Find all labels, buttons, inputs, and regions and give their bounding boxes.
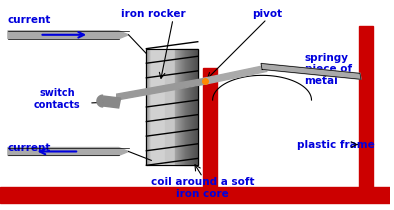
Bar bbox=[187, 49, 188, 165]
Bar bbox=[147, 49, 148, 165]
Bar bbox=[172, 49, 173, 165]
Bar bbox=[195, 49, 196, 165]
Bar bbox=[194, 49, 195, 165]
Bar bbox=[153, 49, 154, 165]
Bar bbox=[176, 49, 177, 165]
Text: coil around a soft
iron core: coil around a soft iron core bbox=[151, 177, 255, 199]
Bar bbox=[155, 49, 156, 165]
Text: current: current bbox=[8, 143, 51, 153]
Bar bbox=[179, 49, 180, 165]
Bar bbox=[178, 49, 179, 165]
Polygon shape bbox=[261, 63, 361, 79]
Bar bbox=[167, 49, 168, 165]
Bar bbox=[188, 49, 189, 165]
Text: pivot: pivot bbox=[252, 9, 282, 19]
Text: plastic frame: plastic frame bbox=[297, 140, 374, 150]
Bar bbox=[159, 49, 160, 165]
Polygon shape bbox=[204, 66, 267, 84]
Polygon shape bbox=[8, 147, 128, 155]
Bar bbox=[171, 49, 172, 165]
Bar bbox=[183, 49, 184, 165]
Bar bbox=[152, 49, 153, 165]
Text: current: current bbox=[8, 15, 51, 25]
Bar bbox=[154, 49, 155, 165]
Bar bbox=[182, 49, 183, 165]
Bar bbox=[174, 49, 175, 165]
Polygon shape bbox=[8, 31, 128, 39]
Bar bbox=[156, 49, 157, 165]
Bar bbox=[165, 49, 166, 165]
Polygon shape bbox=[117, 78, 205, 100]
Text: iron rocker: iron rocker bbox=[121, 9, 186, 19]
Bar bbox=[190, 49, 191, 165]
Bar bbox=[180, 49, 181, 165]
Bar bbox=[203, 68, 217, 187]
Bar bbox=[162, 49, 163, 165]
Bar bbox=[150, 49, 151, 165]
Bar bbox=[191, 49, 192, 165]
Bar bbox=[184, 49, 185, 165]
Bar bbox=[146, 49, 198, 165]
Bar bbox=[189, 49, 190, 165]
Bar bbox=[166, 49, 167, 165]
Bar bbox=[169, 49, 170, 165]
Bar bbox=[192, 49, 193, 165]
Text: switch
contacts: switch contacts bbox=[34, 88, 81, 110]
Bar bbox=[157, 49, 158, 165]
Bar bbox=[160, 49, 161, 165]
Bar bbox=[163, 49, 164, 165]
Bar bbox=[177, 49, 178, 165]
Bar bbox=[161, 49, 162, 165]
Bar bbox=[193, 49, 194, 165]
Bar bbox=[148, 49, 149, 165]
Bar bbox=[181, 49, 182, 165]
Bar bbox=[151, 49, 152, 165]
Text: springy
piece of
metal: springy piece of metal bbox=[305, 52, 352, 86]
Bar bbox=[164, 49, 165, 165]
Bar bbox=[185, 49, 186, 165]
Bar bbox=[170, 49, 171, 165]
Polygon shape bbox=[97, 95, 103, 107]
Bar bbox=[173, 49, 174, 165]
Bar bbox=[146, 49, 147, 165]
Bar bbox=[0, 187, 390, 203]
Polygon shape bbox=[103, 96, 121, 108]
Bar bbox=[359, 26, 373, 187]
Bar bbox=[168, 49, 169, 165]
Bar bbox=[149, 49, 150, 165]
Bar bbox=[186, 49, 187, 165]
Bar bbox=[158, 49, 159, 165]
Bar bbox=[197, 49, 198, 165]
Bar bbox=[196, 49, 197, 165]
Bar bbox=[175, 49, 176, 165]
